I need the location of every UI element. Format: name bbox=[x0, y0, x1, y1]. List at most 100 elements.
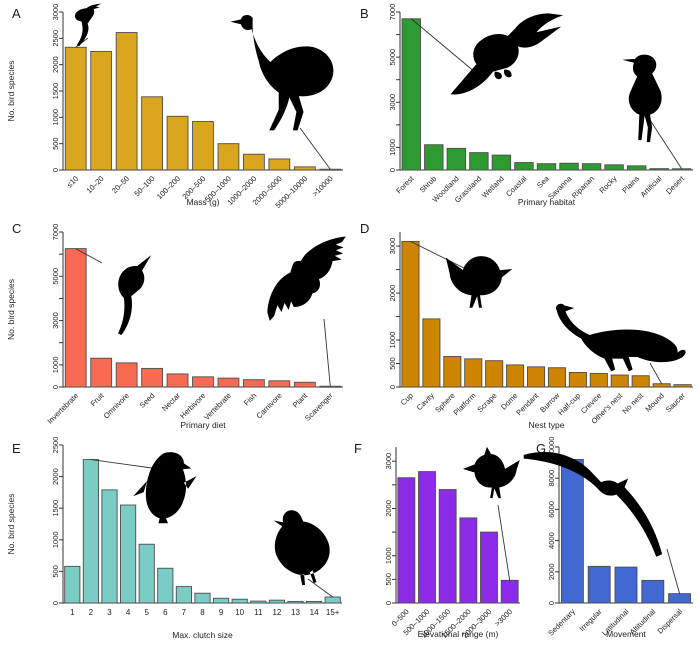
bar-1500-2000 bbox=[459, 517, 478, 604]
y-tick-label: 0 bbox=[51, 168, 60, 172]
panel-letter-a: A bbox=[12, 6, 21, 21]
x-tick-label: 11 bbox=[254, 608, 263, 617]
x-tick-label: Forest bbox=[394, 173, 416, 195]
bar-wetland bbox=[491, 154, 512, 171]
bar-mound bbox=[652, 383, 671, 388]
bar-scavenger bbox=[319, 385, 342, 388]
bar-13 bbox=[287, 600, 304, 604]
bar-2000-3000 bbox=[480, 531, 498, 604]
bar-6 bbox=[157, 567, 174, 604]
penguin-icon bbox=[133, 452, 197, 524]
x-tick-label: Scavenger bbox=[303, 391, 335, 423]
y-tick-label: 5000 bbox=[388, 49, 397, 66]
x-tick-label: 10–20 bbox=[84, 174, 105, 195]
x-axis-title: Mass (g) bbox=[186, 197, 219, 207]
albatross-icon bbox=[523, 452, 663, 557]
quail-icon bbox=[273, 510, 330, 585]
bar-plant bbox=[293, 381, 316, 388]
x-tick-label: Sedentary bbox=[546, 607, 577, 638]
bar-riparian bbox=[581, 163, 602, 171]
y-tick-label: 0 bbox=[384, 601, 393, 605]
bar-savanna bbox=[559, 162, 579, 171]
x-tick-label: 9 bbox=[219, 608, 224, 617]
x-tick-label: 20–50 bbox=[110, 174, 131, 195]
bar-cup bbox=[401, 240, 420, 388]
x-tick-label: 50–100 bbox=[132, 174, 156, 198]
x-tick-label: Cup bbox=[399, 391, 415, 407]
bar-burrow bbox=[547, 367, 566, 388]
x-tick-label: 14 bbox=[310, 608, 319, 617]
x-tick-label: Fruit bbox=[89, 390, 107, 408]
bar-20-50 bbox=[115, 32, 138, 171]
bar-500-1000 bbox=[418, 471, 436, 604]
y-tick-label: 3000 bbox=[388, 238, 397, 255]
x-axis-title: Primary habitat bbox=[518, 197, 576, 207]
y-tick-label: 2000 bbox=[51, 468, 60, 485]
bar-vertebrate bbox=[217, 377, 240, 388]
leader-line bbox=[323, 318, 331, 387]
bar-artificial bbox=[649, 168, 669, 171]
bar-woodland bbox=[446, 147, 467, 171]
panel-a: 0 500 1000 1500 2000 2500 3000 ≤10 10–20 20–50 50–… bbox=[6, 3, 343, 210]
x-tick-label: 3 bbox=[107, 608, 112, 617]
y-tick-label: 4000 bbox=[547, 532, 556, 549]
bar-5000-10000 bbox=[293, 166, 316, 171]
bar-dome bbox=[506, 364, 525, 388]
x-axis-title: Elevational range (m) bbox=[418, 629, 499, 639]
x-tick-label: Nectar bbox=[160, 391, 182, 413]
y-tick-label: 0 bbox=[388, 385, 397, 389]
y-tick-label: 7000 bbox=[388, 4, 397, 21]
y-tick-label: 500 bbox=[51, 565, 60, 578]
y-tick-label: 1000 bbox=[388, 332, 397, 349]
bar-herbivore bbox=[192, 376, 214, 388]
bar-half-cup bbox=[568, 371, 587, 388]
bar-500-1000 bbox=[217, 143, 240, 171]
y-tick-label: 0 bbox=[388, 168, 397, 172]
ostrich-icon bbox=[230, 14, 334, 131]
bar-cavity bbox=[422, 318, 441, 388]
bar-100-200 bbox=[166, 115, 189, 171]
bar-shrub bbox=[424, 144, 444, 171]
y-tick-label: 1000 bbox=[388, 139, 397, 156]
bar-fish bbox=[243, 379, 265, 388]
x-tick-label: Fish bbox=[242, 391, 258, 407]
y-tick-label: 500 bbox=[51, 137, 60, 150]
bar-grassland bbox=[469, 152, 489, 171]
x-tick-label: Sea bbox=[535, 173, 551, 189]
bar-nectar bbox=[166, 373, 189, 388]
x-tick-label: 4 bbox=[126, 608, 131, 617]
y-tick-label: 1000 bbox=[384, 547, 393, 564]
x-tick-label: Rocky bbox=[597, 174, 618, 195]
y-tick-label: 10000 bbox=[547, 437, 556, 458]
y-tick-label: 0 bbox=[51, 385, 60, 389]
panel-f: 05001000200030000–500500–10001000–150015… bbox=[384, 446, 520, 640]
x-tick-label: ≤10 bbox=[65, 174, 80, 189]
y-tick-label: 2000 bbox=[388, 285, 397, 302]
bar-coastal bbox=[514, 162, 534, 171]
bar-50-100 bbox=[141, 96, 163, 171]
x-tick-label: Mound bbox=[643, 391, 666, 414]
leader-line bbox=[90, 459, 153, 469]
x-tick-label: Artificial bbox=[639, 174, 664, 199]
megapode-icon bbox=[556, 303, 686, 372]
x-tick-label: 2 bbox=[89, 608, 94, 617]
bar-sedentary bbox=[560, 459, 584, 604]
x-tick-label: 6 bbox=[163, 608, 168, 617]
x-tick-label: Platform bbox=[452, 391, 478, 417]
y-tick-label: 3000 bbox=[51, 312, 60, 329]
panel-letter-e: E bbox=[12, 441, 21, 456]
bar-10 bbox=[231, 598, 248, 604]
bar--10 bbox=[64, 46, 87, 171]
x-tick-label: 8 bbox=[200, 608, 205, 617]
x-tick-label: Desert bbox=[664, 173, 687, 196]
x-tick-label: Saucer bbox=[664, 391, 688, 415]
bar-sea bbox=[536, 163, 557, 171]
bar-2000-5000 bbox=[268, 158, 291, 171]
bar-desert bbox=[672, 168, 692, 171]
lark-icon bbox=[462, 446, 520, 499]
x-tick-label: Irregular bbox=[577, 607, 603, 633]
panel-letter-d: D bbox=[360, 221, 370, 236]
panel-letter-f: F bbox=[354, 441, 362, 456]
x-tick-label: Wetland bbox=[480, 174, 506, 200]
